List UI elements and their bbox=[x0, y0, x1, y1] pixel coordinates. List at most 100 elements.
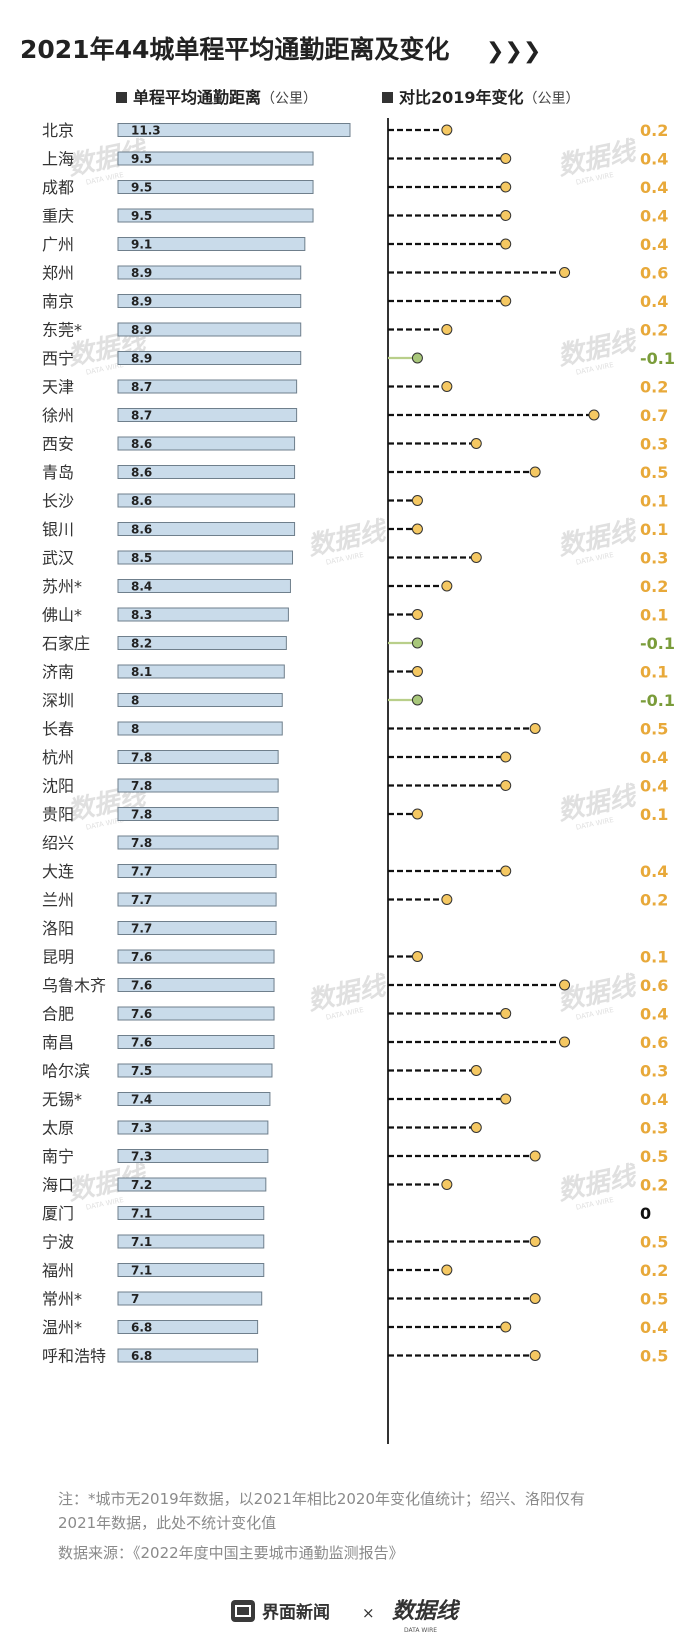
category-label: 银川 bbox=[42, 520, 74, 539]
change-label: 0.5 bbox=[640, 1147, 668, 1166]
change-dot bbox=[411, 352, 423, 364]
change-dot bbox=[441, 894, 453, 905]
change-label: 0.6 bbox=[640, 1033, 668, 1052]
change-label: 0.3 bbox=[640, 1062, 668, 1081]
distance-bar bbox=[117, 123, 351, 137]
category-label: 佛山* bbox=[42, 606, 82, 625]
change-dot bbox=[500, 238, 512, 250]
change-dot bbox=[559, 979, 571, 991]
category-label: 无锡* bbox=[42, 1090, 82, 1109]
brand-times: × bbox=[362, 1604, 375, 1622]
change-label: 0 bbox=[640, 1204, 651, 1223]
category-label: 厦门 bbox=[42, 1204, 74, 1223]
distance-bar bbox=[117, 978, 275, 992]
distance-label: 6.8 bbox=[131, 1349, 152, 1363]
change-label: 0.2 bbox=[640, 1176, 668, 1195]
category-label: 南昌 bbox=[42, 1033, 74, 1052]
category-label: 重庆 bbox=[42, 207, 74, 226]
category-label: 太原 bbox=[42, 1119, 74, 1138]
change-label: 0.4 bbox=[640, 1005, 668, 1024]
brand-datawire-sub: DATA WIRE bbox=[404, 1627, 437, 1634]
change-dot bbox=[470, 438, 482, 449]
distance-label: 7.7 bbox=[131, 865, 152, 879]
category-label: 北京 bbox=[42, 121, 74, 140]
change-label: 0.4 bbox=[640, 235, 668, 254]
change-dot bbox=[500, 210, 512, 221]
category-label: 青岛 bbox=[42, 463, 74, 482]
distance-label: 7.6 bbox=[131, 950, 152, 964]
category-label: 长沙 bbox=[42, 492, 74, 511]
footer-brand: 界面新闻 × 数据线 DATA WIRE bbox=[231, 1599, 461, 1634]
title-arrows: ❯❯❯ bbox=[486, 39, 541, 64]
distance-bar bbox=[117, 1035, 275, 1049]
distance-bar bbox=[117, 265, 302, 280]
distance-label: 7.2 bbox=[131, 1178, 152, 1192]
category-label: 海口 bbox=[42, 1176, 74, 1195]
distance-label: 7.8 bbox=[131, 808, 152, 822]
change-dot bbox=[441, 1179, 453, 1190]
chart-rows: 北京 11.3 0.2 上海 9.5 0.4 成都 9.5 0.4 重庆 9.5 0.4 广州 9.1 0.… bbox=[42, 121, 675, 1366]
right-header-label: 对比2019年变化 bbox=[399, 88, 524, 107]
category-label: 贵阳 bbox=[42, 805, 74, 824]
category-label: 洛阳 bbox=[42, 919, 74, 938]
distance-label: 8.4 bbox=[131, 580, 152, 594]
distance-label: 8.6 bbox=[131, 523, 152, 537]
change-dot bbox=[411, 523, 423, 535]
footnote-line-1: 注：*城市无2019年数据，以2021年相比2020年变化值统计；绍兴、洛阳仅有 bbox=[58, 1490, 585, 1508]
distance-bar bbox=[117, 1092, 271, 1106]
distance-label: 7.8 bbox=[131, 751, 152, 765]
change-label: 0.4 bbox=[640, 748, 668, 767]
change-label: 0.1 bbox=[640, 805, 668, 824]
distance-label: 8.7 bbox=[131, 380, 152, 394]
change-label: 0.4 bbox=[640, 1318, 668, 1337]
change-label: 0.3 bbox=[640, 435, 668, 454]
distance-bar bbox=[117, 408, 298, 422]
distance-label: 8 bbox=[131, 694, 139, 708]
distance-label: 6.8 bbox=[131, 1321, 152, 1335]
distance-bar bbox=[117, 237, 306, 251]
category-label: 徐州 bbox=[42, 406, 74, 425]
distance-bar bbox=[117, 835, 279, 850]
distance-bar bbox=[117, 208, 314, 223]
change-dot bbox=[441, 124, 453, 136]
distance-label: 7.1 bbox=[131, 1235, 152, 1249]
change-label: 0.1 bbox=[640, 520, 668, 539]
change-dot bbox=[500, 153, 512, 164]
change-label: 0.2 bbox=[640, 121, 668, 140]
distance-label: 7.8 bbox=[131, 779, 152, 793]
change-label: 0.7 bbox=[640, 406, 668, 425]
category-label: 沈阳 bbox=[42, 777, 74, 796]
category-label: 广州 bbox=[42, 235, 74, 254]
distance-bar bbox=[117, 436, 296, 451]
category-label: 绍兴 bbox=[42, 834, 74, 853]
change-label: 0.6 bbox=[640, 264, 668, 283]
category-label: 石家庄 bbox=[42, 634, 90, 653]
distance-label: 7.3 bbox=[131, 1121, 152, 1135]
distance-label: 9.1 bbox=[131, 238, 152, 252]
change-dot bbox=[500, 181, 512, 193]
distance-label: 8.2 bbox=[131, 637, 152, 651]
change-label: 0.4 bbox=[640, 862, 668, 881]
change-dot bbox=[470, 1065, 482, 1076]
distance-label: 7.6 bbox=[131, 1036, 152, 1050]
category-label: 哈尔滨 bbox=[42, 1062, 90, 1081]
change-label: 0.2 bbox=[640, 891, 668, 910]
distance-bar bbox=[117, 807, 279, 821]
distance-bar bbox=[117, 351, 302, 365]
distance-bar bbox=[117, 949, 275, 964]
distance-label: 7.7 bbox=[131, 922, 152, 936]
distance-bar bbox=[117, 864, 277, 878]
change-dot bbox=[441, 381, 453, 392]
distance-bar bbox=[117, 1149, 269, 1163]
distance-bar bbox=[117, 921, 277, 935]
change-label: -0.1 bbox=[640, 634, 675, 653]
change-dot bbox=[529, 1150, 541, 1162]
distance-bar bbox=[117, 1063, 273, 1078]
distance-label: 7.8 bbox=[131, 836, 152, 850]
distance-label: 11.3 bbox=[131, 124, 161, 138]
